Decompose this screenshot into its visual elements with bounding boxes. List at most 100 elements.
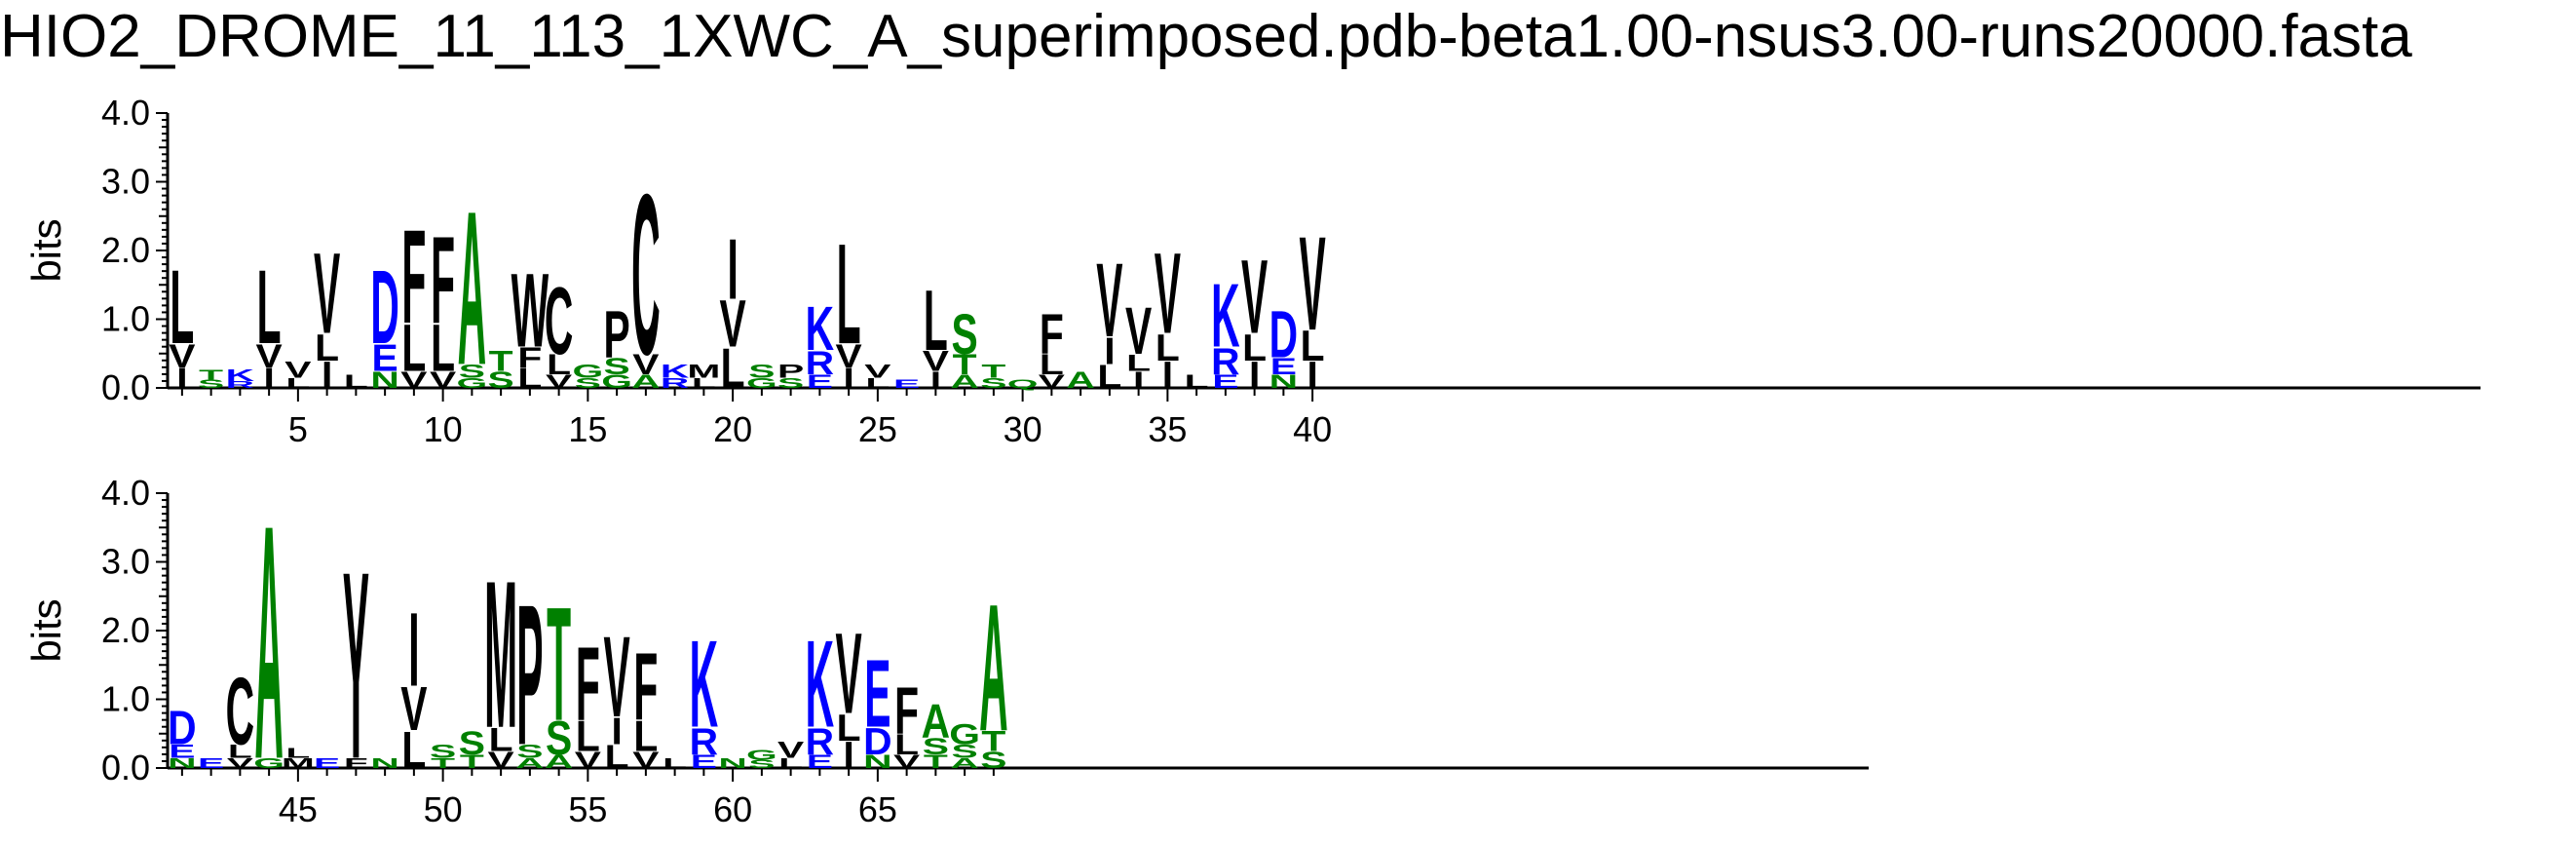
logo-letter-W: W — [511, 252, 549, 369]
logo-letter-G: G — [573, 361, 604, 382]
logo-letter-L: L — [837, 708, 861, 749]
logo-letter-L: L — [692, 375, 716, 391]
logo-letter-R: R — [806, 344, 834, 381]
logo-letter-L: L — [170, 250, 194, 366]
logo-letter-L: L — [894, 728, 919, 760]
logo-letter-L: L — [663, 755, 687, 771]
logo-letter-A: A — [1066, 367, 1094, 394]
logo-letter-D: D — [1269, 296, 1298, 371]
x-tick-label: 40 — [1293, 409, 1332, 449]
logo-letter-R: R — [806, 721, 835, 763]
logo-letter-V: V — [314, 229, 340, 358]
logo-letter-K: K — [690, 615, 718, 754]
y-axis-label: bits — [23, 598, 69, 662]
logo-letter-A: A — [458, 166, 486, 411]
logo-letter-I: I — [322, 355, 332, 397]
logo-letter-T: T — [431, 755, 455, 771]
logo-letter-I: I — [843, 735, 853, 777]
logo-letter-S: S — [459, 361, 485, 382]
logo-letter-T: T — [981, 361, 1005, 382]
logo-letter-E: E — [198, 755, 224, 771]
logo-letter-L: L — [431, 310, 455, 385]
logo-letter-V: V — [1125, 293, 1152, 368]
logo-letter-V: V — [488, 748, 515, 774]
logo-letter-C: C — [545, 267, 573, 374]
logo-letter-L: L — [344, 370, 368, 392]
logo-letter-I: I — [263, 363, 274, 395]
logo-letter-G: G — [949, 718, 980, 750]
logo-letter-V: V — [575, 748, 602, 774]
logo-letter-K: K — [806, 615, 834, 754]
logo-letter-V: V — [632, 348, 660, 380]
x-tick-label: 25 — [858, 409, 897, 449]
x-tick-label: 65 — [858, 789, 897, 829]
logo-letter-L: L — [285, 375, 310, 391]
logo-letter-I: I — [1307, 355, 1317, 397]
y-tick-label: 4.0 — [101, 473, 150, 513]
logo-letter-L: L — [489, 720, 513, 757]
logo-letter-V: V — [546, 370, 573, 392]
logo-letter-L: L — [285, 745, 310, 760]
logo-letter-N: N — [168, 755, 196, 771]
logo-letter-F: F — [401, 203, 426, 352]
logo-letter-L: L — [837, 213, 861, 374]
logo-letter-F: F — [633, 634, 658, 741]
logo-letter-L: L — [1040, 348, 1064, 380]
logo-letter-L: L — [865, 375, 890, 391]
x-tick-label: 5 — [288, 409, 308, 449]
logo-letter-M: M — [282, 755, 315, 771]
logo-letter-K: K — [806, 295, 835, 364]
logo-letter-I: I — [408, 592, 419, 709]
logo-letter-D: D — [863, 721, 891, 763]
logo-letter-L: L — [401, 310, 426, 385]
logo-letter-N: N — [863, 750, 891, 772]
logo-letter-P: P — [777, 361, 804, 382]
logo-letter-S: S — [952, 741, 978, 762]
logo-letter-S: S — [748, 361, 775, 382]
logo-letter-E: E — [1270, 354, 1297, 380]
logo-letter-N: N — [1269, 370, 1298, 392]
x-tick-label: 60 — [713, 789, 752, 829]
logo-letter-R: R — [1211, 341, 1240, 383]
logo-letter-L: L — [257, 250, 282, 366]
y-tick-label: 2.0 — [101, 230, 150, 270]
logo-letter-S: S — [777, 375, 804, 391]
logo-letter-L: L — [721, 336, 745, 401]
logo-letter-V: V — [1039, 370, 1066, 392]
logo-letter-K: K — [1211, 266, 1240, 367]
logo-letter-I: I — [1104, 330, 1115, 372]
logo-letter-T: T — [460, 750, 484, 772]
x-tick-label: 10 — [424, 409, 463, 449]
logo-letter-V: V — [400, 367, 428, 394]
logo-letter-R: R — [661, 375, 689, 391]
logo-letter-F: F — [517, 341, 542, 373]
logo-letter-E: E — [314, 755, 340, 771]
logo-letter-E: E — [169, 741, 195, 762]
logo-letter-F: F — [1040, 301, 1064, 365]
logo-letter-V: V — [284, 357, 312, 383]
logo-letter-S: S — [923, 734, 949, 760]
y-tick-label: 2.0 — [101, 610, 150, 650]
logo-letter-T: T — [953, 348, 977, 380]
x-tick-label: 45 — [279, 789, 318, 829]
x-tick-label: 55 — [568, 789, 607, 829]
logo-letter-P: P — [604, 296, 630, 371]
logo-letter-T: T — [547, 573, 571, 755]
logo-letter-L: L — [576, 712, 600, 760]
logo-letter-D: D — [168, 701, 196, 754]
logo-letter-I: I — [727, 221, 738, 318]
logo-letter-S: S — [604, 354, 630, 380]
logo-letter-S: S — [198, 378, 224, 391]
logo-letter-L: L — [315, 327, 339, 369]
logo-letter-V: V — [632, 748, 660, 774]
logo-letter-V: V — [1155, 229, 1181, 358]
y-tick-label: 4.0 — [101, 93, 150, 133]
x-tick-label: 30 — [1004, 409, 1042, 449]
logo-letter-V: V — [1241, 239, 1268, 356]
logo-letter-C: C — [226, 658, 254, 765]
y-tick-label: 0.0 — [101, 748, 150, 787]
logo-letter-V: V — [777, 737, 805, 763]
logo-letter-M: M — [687, 361, 720, 382]
